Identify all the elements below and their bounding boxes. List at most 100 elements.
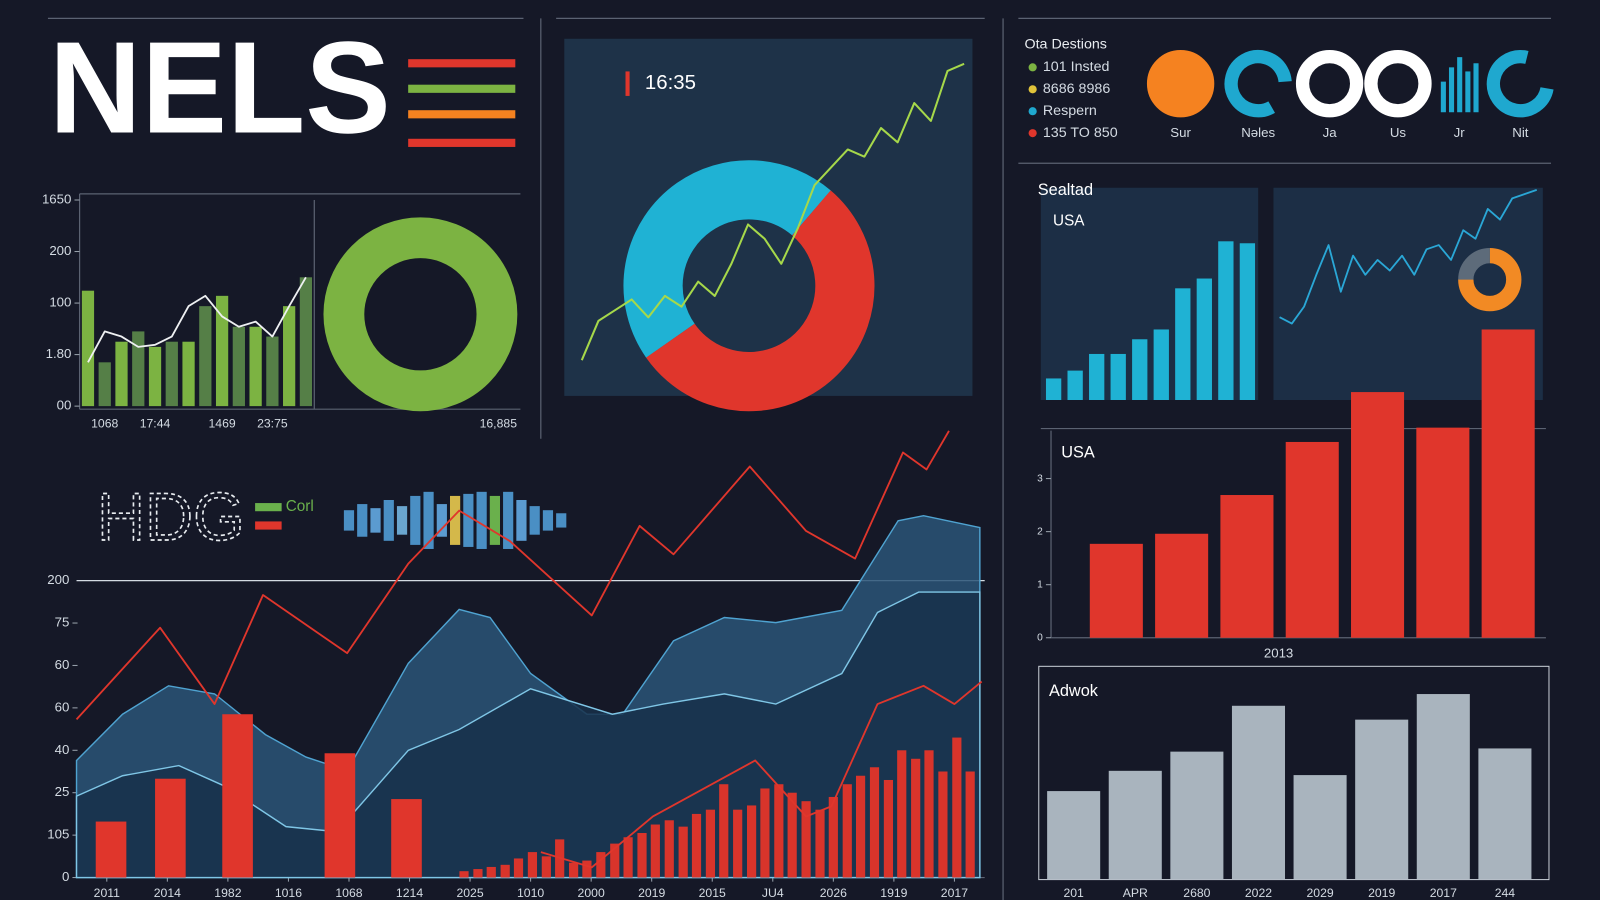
bar — [938, 771, 948, 878]
x-tick-label: 2022 — [1245, 886, 1272, 900]
bar — [266, 336, 279, 407]
bar — [678, 826, 688, 878]
x-tick-label: 23:75 — [257, 417, 288, 431]
bar — [215, 295, 229, 407]
annotation: 16,885 — [480, 417, 518, 431]
y-tick-label: 25 — [55, 784, 70, 799]
ring-label: Us — [1390, 125, 1407, 140]
x-tick-label: 1982 — [214, 886, 241, 900]
bar — [1067, 370, 1083, 400]
ring — [1364, 50, 1432, 118]
bar — [1351, 392, 1405, 638]
bar — [98, 362, 111, 407]
x-tick-label: 2026 — [820, 886, 847, 900]
bar — [596, 852, 606, 878]
bar — [81, 290, 95, 407]
line — [1279, 189, 1538, 325]
x-tick-label: 2014 — [154, 886, 181, 900]
bar — [1218, 241, 1234, 400]
bar — [1132, 339, 1148, 400]
x-tick-label: 2025 — [456, 886, 483, 900]
bar — [747, 805, 757, 878]
y-tick-label: 60 — [55, 657, 70, 672]
logo-title: NELS — [49, 14, 391, 160]
bar — [952, 737, 962, 878]
annotation-marker — [625, 71, 630, 96]
bar — [283, 306, 296, 407]
bar — [1231, 705, 1286, 880]
y-tick-label: 100 — [49, 295, 71, 310]
x-tick-label: 2029 — [1306, 886, 1333, 900]
line — [87, 276, 307, 363]
bar — [705, 809, 716, 878]
ring — [1486, 50, 1555, 118]
bar — [1355, 719, 1409, 880]
x-tick-label: 1068 — [91, 417, 118, 431]
x-axis-label: 2013 — [1264, 646, 1293, 661]
x-tick-label: 2017 — [1430, 886, 1457, 900]
y-tick-label: 1 — [1037, 579, 1043, 590]
bar — [610, 843, 620, 878]
legend-label: 135 TO 850 — [1043, 125, 1118, 141]
bar — [1089, 543, 1143, 638]
legend-dot — [1028, 107, 1037, 116]
bar — [391, 799, 422, 878]
legend-label: Respern — [1043, 103, 1097, 119]
x-tick-label: JU4 — [762, 886, 784, 900]
bar — [1239, 243, 1256, 400]
line — [580, 62, 965, 361]
bar — [148, 346, 162, 407]
pie-slice — [1458, 247, 1522, 312]
x-tick-label: 2015 — [699, 886, 726, 900]
y-tick-label: 200 — [49, 243, 71, 258]
x-tick-label: 2017 — [941, 886, 968, 900]
bar — [132, 331, 145, 407]
bar — [1478, 748, 1532, 880]
y-tick-label: 3 — [1037, 473, 1043, 484]
x-tick-label: 1214 — [396, 886, 423, 900]
line — [75, 430, 950, 720]
x-tick-label: 2019 — [638, 886, 665, 900]
bar — [486, 866, 496, 878]
legend-label: Corl — [286, 498, 314, 515]
bar — [787, 792, 797, 878]
bar — [1108, 770, 1162, 880]
line — [540, 680, 983, 869]
bar — [623, 837, 633, 878]
bar — [1285, 441, 1339, 638]
bar — [473, 869, 483, 878]
bar — [691, 813, 702, 878]
ring — [1295, 49, 1364, 118]
x-tick-label: 1919 — [880, 886, 907, 900]
bar — [815, 809, 825, 878]
y-tick-label: 105 — [47, 827, 69, 842]
bar — [232, 326, 245, 407]
bar — [500, 864, 510, 878]
bar — [199, 306, 212, 407]
bar — [855, 775, 866, 878]
y-tick-label: 75 — [55, 615, 70, 630]
bar — [828, 796, 838, 878]
x-tick-label: 244 — [1495, 886, 1516, 900]
legend-label: 8686 8986 — [1043, 81, 1111, 97]
y-tick-label: 60 — [55, 699, 70, 714]
x-tick-label: 17:44 — [140, 417, 171, 431]
bar — [869, 767, 880, 878]
x-tick-label: 2019 — [1368, 886, 1395, 900]
legend-dot — [1028, 129, 1037, 138]
bar — [582, 860, 592, 878]
y-tick-label: 2 — [1037, 526, 1043, 537]
x-tick-label: 1010 — [517, 886, 544, 900]
x-tick-label: 1469 — [208, 417, 235, 431]
bar — [459, 871, 469, 878]
x-tick-label: APR — [1123, 886, 1148, 900]
x-tick-label: 201 — [1063, 886, 1084, 900]
chart-subtitle: USA — [1053, 212, 1085, 229]
bar — [541, 856, 551, 878]
legend-dot — [1028, 63, 1037, 72]
bar — [222, 714, 253, 878]
logo-stripes — [408, 59, 516, 147]
pie-slice — [323, 217, 518, 412]
y-tick-label: 00 — [57, 398, 72, 413]
